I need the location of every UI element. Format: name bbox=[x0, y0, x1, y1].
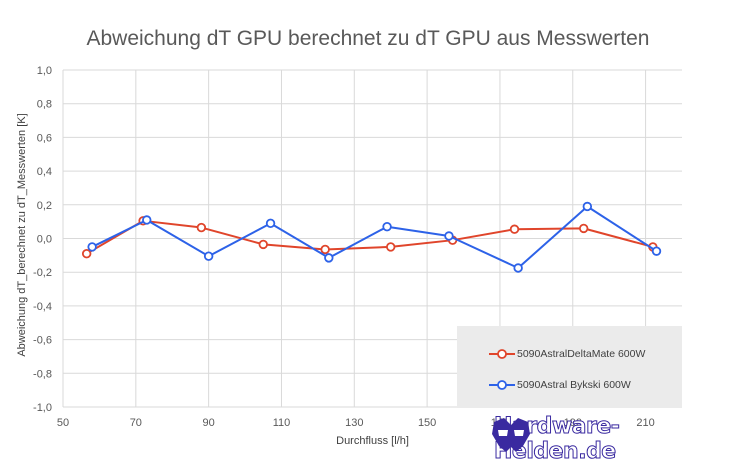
legend-swatch-series-2 bbox=[489, 380, 515, 390]
y-axis-label: Abweichung dT_berechnet zu dT_Messwerten… bbox=[16, 113, 28, 357]
x-axis-label: Durchfluss [l/h] bbox=[336, 435, 409, 447]
x-tick-label: 90 bbox=[203, 417, 215, 429]
series-1-point bbox=[196, 222, 207, 233]
y-axis-label-wrap: Abweichung dT_berechnet zu dT_Messwerten… bbox=[12, 60, 32, 410]
mask-logo-icon bbox=[492, 418, 530, 452]
x-tick-label: 110 bbox=[273, 417, 291, 429]
y-tick-label: -0,2 bbox=[33, 267, 52, 279]
x-tick-label: 150 bbox=[418, 417, 436, 429]
series-line-1 bbox=[86, 219, 654, 255]
series-2-point bbox=[582, 201, 593, 212]
series-2-point bbox=[324, 253, 334, 263]
series-2-point bbox=[142, 215, 152, 225]
series-2-point bbox=[203, 251, 214, 261]
y-tick-label: 0,6 bbox=[37, 132, 52, 144]
x-tick-label: 210 bbox=[636, 417, 654, 429]
y-tick-label: 0,4 bbox=[37, 166, 52, 178]
y-tick-label: -0,4 bbox=[33, 301, 52, 313]
legend-label-series-1: 5090AstralDeltaMate 600W bbox=[517, 348, 646, 360]
series-2-point bbox=[382, 222, 392, 232]
legend-label-series-2: 5090Astral Bykski 600W bbox=[517, 379, 631, 391]
series-1-point bbox=[81, 248, 92, 259]
y-tick-label: 1,0 bbox=[37, 65, 52, 77]
x-tick-label: 70 bbox=[130, 417, 142, 429]
series-2-point bbox=[444, 231, 454, 241]
y-tick-label: 0,0 bbox=[37, 234, 52, 246]
series-1-point bbox=[320, 244, 330, 255]
legend: 5090AstralDeltaMate 600W 5090Astral Byks… bbox=[457, 326, 682, 408]
y-tick-label: 0,2 bbox=[37, 200, 52, 212]
series-1-point bbox=[578, 223, 589, 234]
series-2-point bbox=[651, 246, 662, 256]
legend-swatch-series-1 bbox=[489, 349, 515, 359]
legend-item-series-2: 5090Astral Bykski 600W bbox=[489, 377, 631, 393]
series-line-2 bbox=[91, 205, 658, 269]
chart-title: Abweichung dT GPU berechnet zu dT GPU au… bbox=[86, 27, 650, 50]
y-tick-label: -0,8 bbox=[33, 368, 52, 380]
y-tick-label: 0,8 bbox=[37, 99, 52, 111]
y-tick-label: -1,0 bbox=[33, 402, 52, 414]
x-tick-label: 130 bbox=[345, 417, 363, 429]
x-tick-label: 50 bbox=[57, 417, 69, 429]
x-tick-label: 190 bbox=[564, 417, 582, 429]
watermark: Hardware-Helden.de bbox=[490, 414, 736, 464]
series-2-point bbox=[87, 242, 97, 252]
series-2-point bbox=[513, 263, 523, 273]
legend-item-series-1: 5090AstralDeltaMate 600W bbox=[489, 346, 645, 362]
series-1-point bbox=[258, 239, 268, 250]
series-1-point bbox=[509, 224, 520, 234]
series-1-point bbox=[386, 242, 396, 252]
y-tick-label: -0,6 bbox=[33, 335, 52, 347]
series-2-point bbox=[265, 218, 276, 229]
